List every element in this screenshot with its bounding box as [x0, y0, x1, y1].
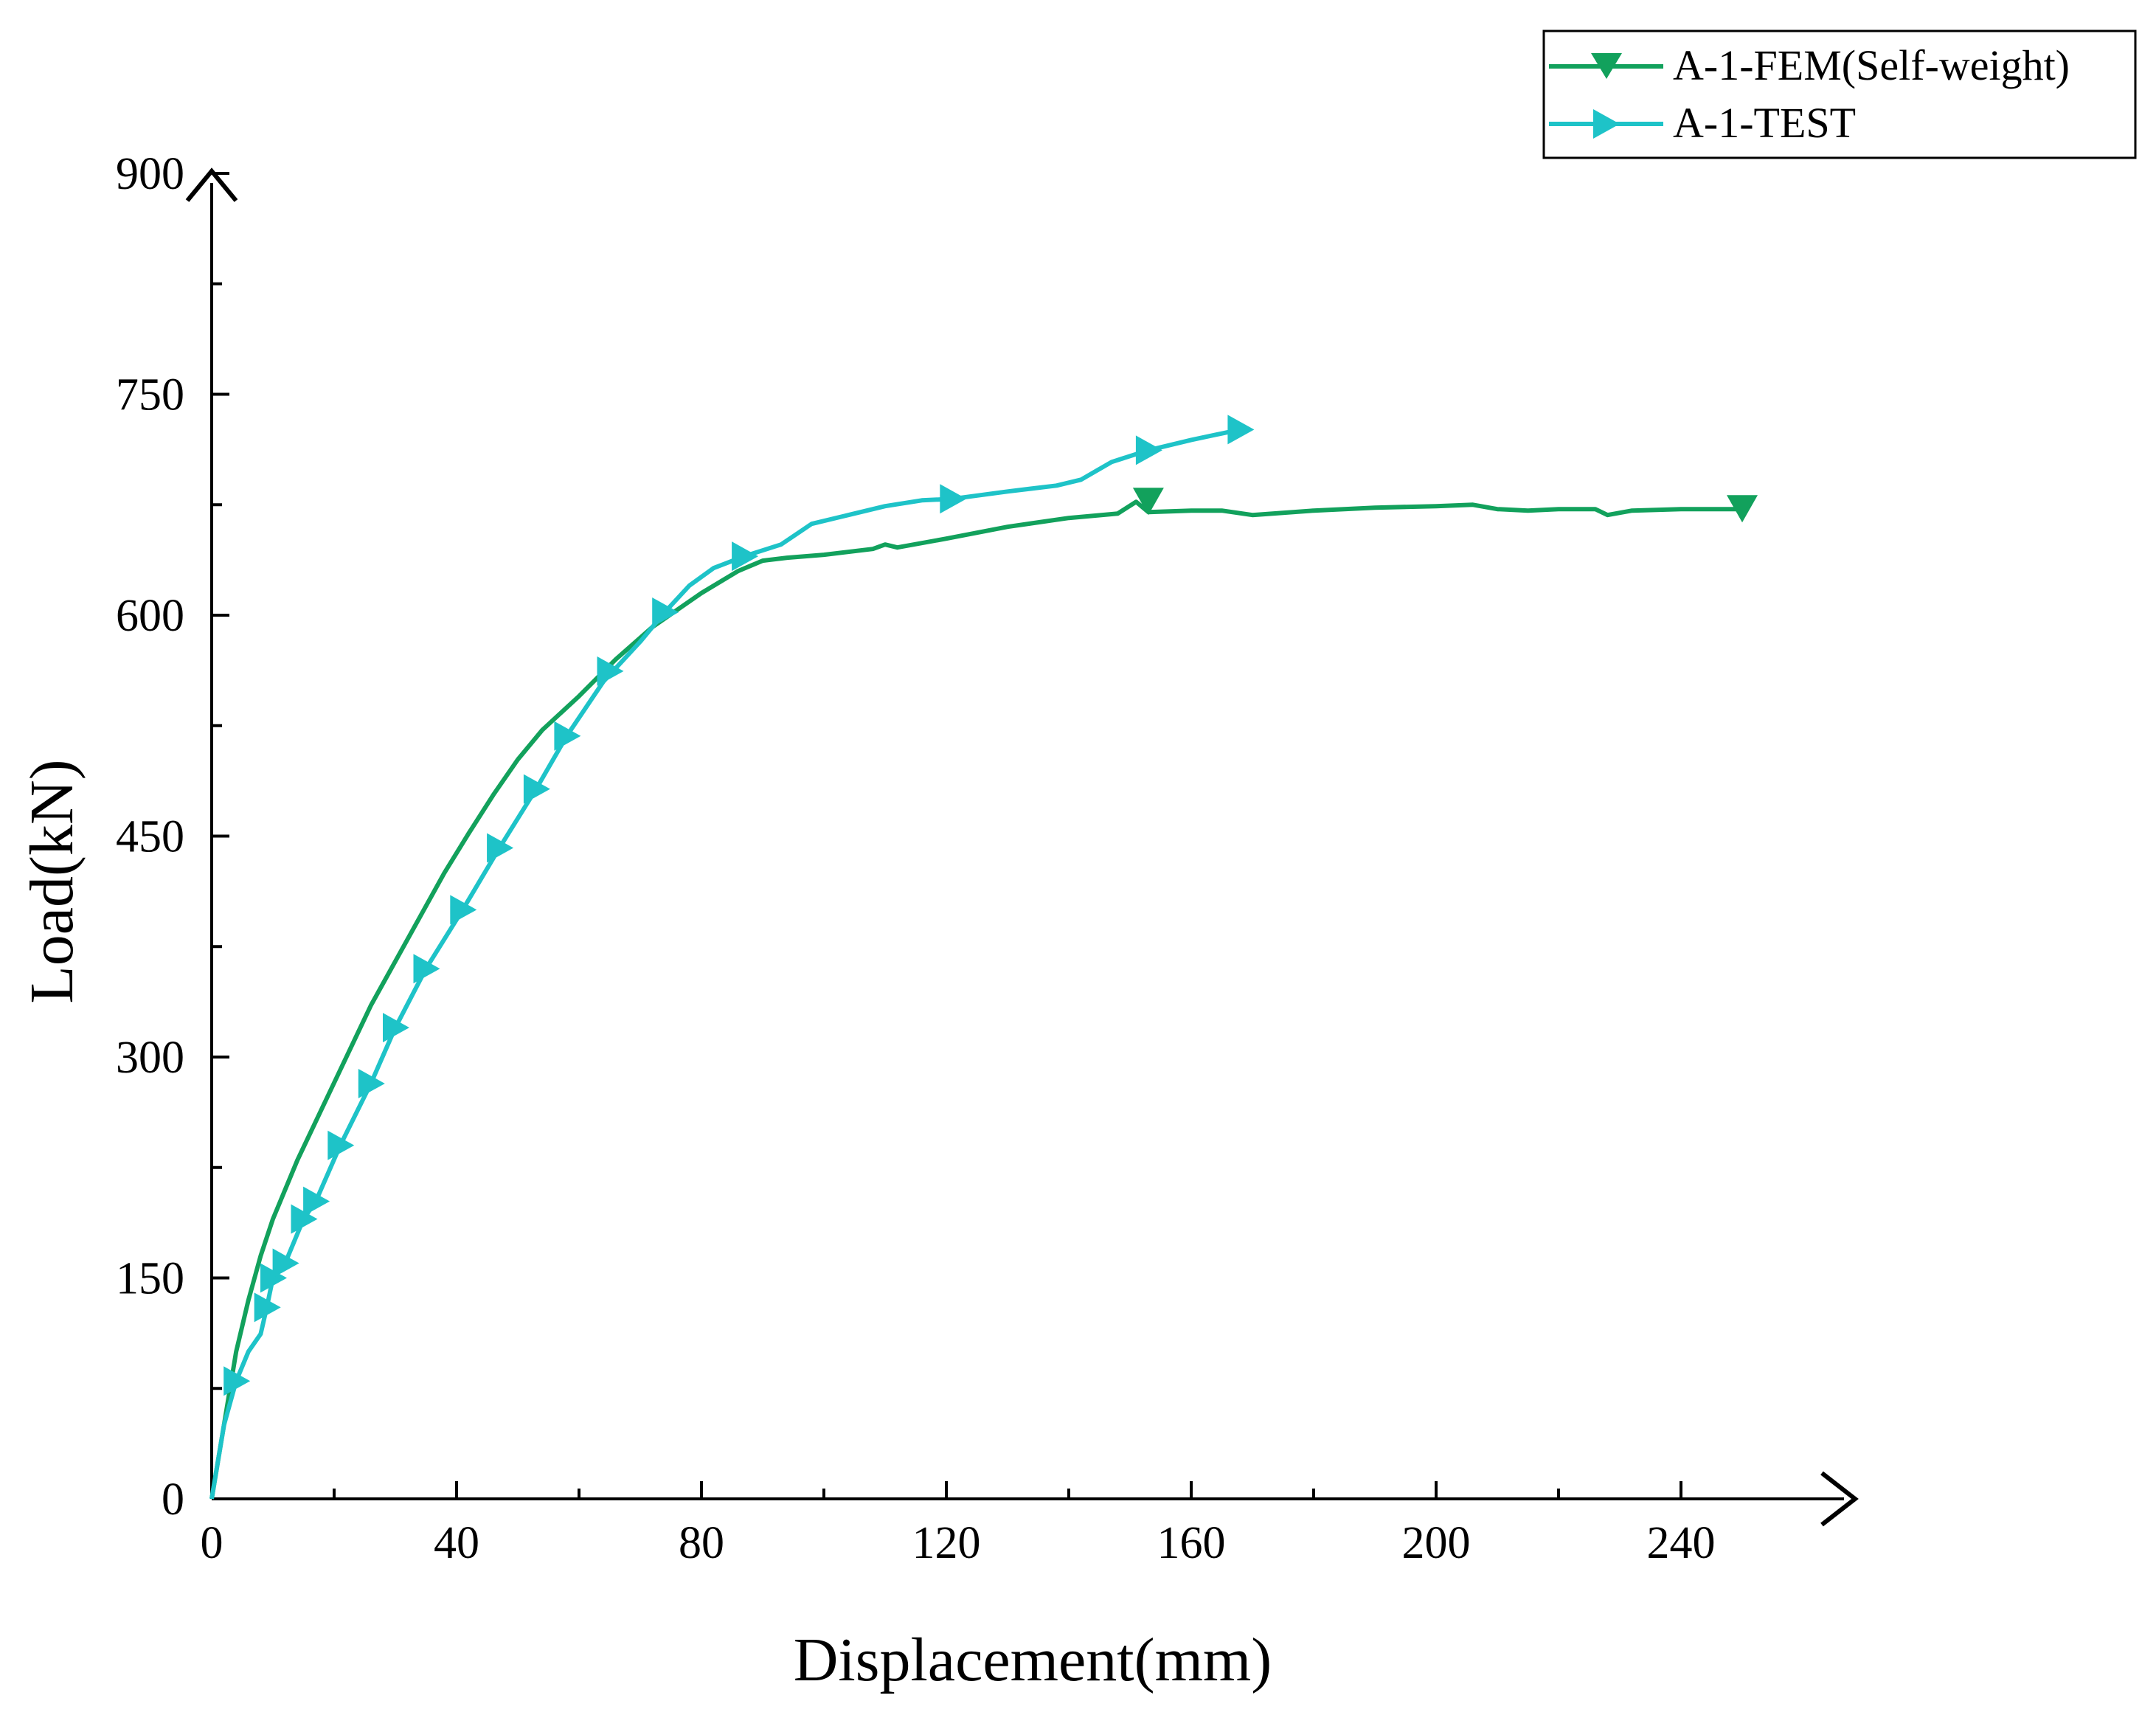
x-tick-label: 40 [434, 1518, 479, 1568]
y-tick-label: 900 [116, 149, 184, 199]
y-tick-label: 300 [116, 1033, 184, 1083]
series-marker-1 [223, 1366, 251, 1396]
series-marker-1 [1135, 435, 1162, 465]
series-marker-1 [523, 774, 550, 804]
series-marker-1 [291, 1204, 318, 1234]
x-tick-label: 0 [201, 1518, 223, 1568]
series-marker-1 [413, 954, 440, 984]
y-tick-label: 750 [116, 370, 184, 420]
x-tick-label: 160 [1157, 1518, 1226, 1568]
x-tick-label: 120 [912, 1518, 981, 1568]
series-marker-1 [940, 484, 967, 514]
series-marker-1 [327, 1130, 355, 1160]
axes-layer [185, 167, 1859, 1527]
series-line-1 [209, 427, 1241, 1500]
series-marker-0 [1132, 488, 1164, 516]
series-marker-1 [554, 721, 581, 751]
x-tick-label: 200 [1402, 1518, 1471, 1568]
x-axis-arrow [1820, 1471, 1859, 1527]
series-marker-1 [1227, 415, 1255, 445]
series-marker-1 [487, 833, 514, 863]
legend-label-fem: A-1-FEM(Self-weight) [1673, 41, 2070, 89]
series-marker-1 [383, 1013, 409, 1043]
legend-marker-test [1593, 109, 1620, 139]
series-marker-1 [652, 597, 679, 628]
x-tick-label: 240 [1647, 1518, 1716, 1568]
series-marker-1 [260, 1263, 287, 1293]
legend-box [1542, 30, 2137, 159]
legend-label-test: A-1-TEST [1673, 99, 1856, 147]
legend: A-1-FEM(Self-weight) A-1-TEST [1542, 30, 2137, 159]
y-axis-title: Load(kN) [18, 759, 86, 1003]
y-tick-label: 450 [116, 812, 184, 862]
series-marker-1 [254, 1292, 281, 1323]
text-layer: Displacement(mm) Load(kN) 0 40 80 120 160 200… [18, 149, 1716, 1694]
y-tick-label: 0 [162, 1475, 184, 1525]
y-axis-arrow [185, 167, 238, 202]
series-marker-1 [450, 895, 477, 925]
y-tick-label: 600 [116, 591, 184, 641]
y-tick-label: 150 [116, 1254, 184, 1304]
x-tick-label: 80 [679, 1518, 724, 1568]
series-marker-0 [1727, 495, 1758, 523]
series-marker-1 [272, 1248, 299, 1278]
legend-marker-fem [1591, 53, 1622, 79]
series-line-0 [209, 499, 1742, 1500]
series-marker-1 [358, 1068, 385, 1098]
series-marker-1 [732, 541, 759, 572]
series-layer [209, 415, 1758, 1500]
x-axis-title: Displacement(mm) [794, 1626, 1272, 1694]
series-marker-1 [597, 656, 624, 686]
series-marker-1 [303, 1186, 330, 1216]
